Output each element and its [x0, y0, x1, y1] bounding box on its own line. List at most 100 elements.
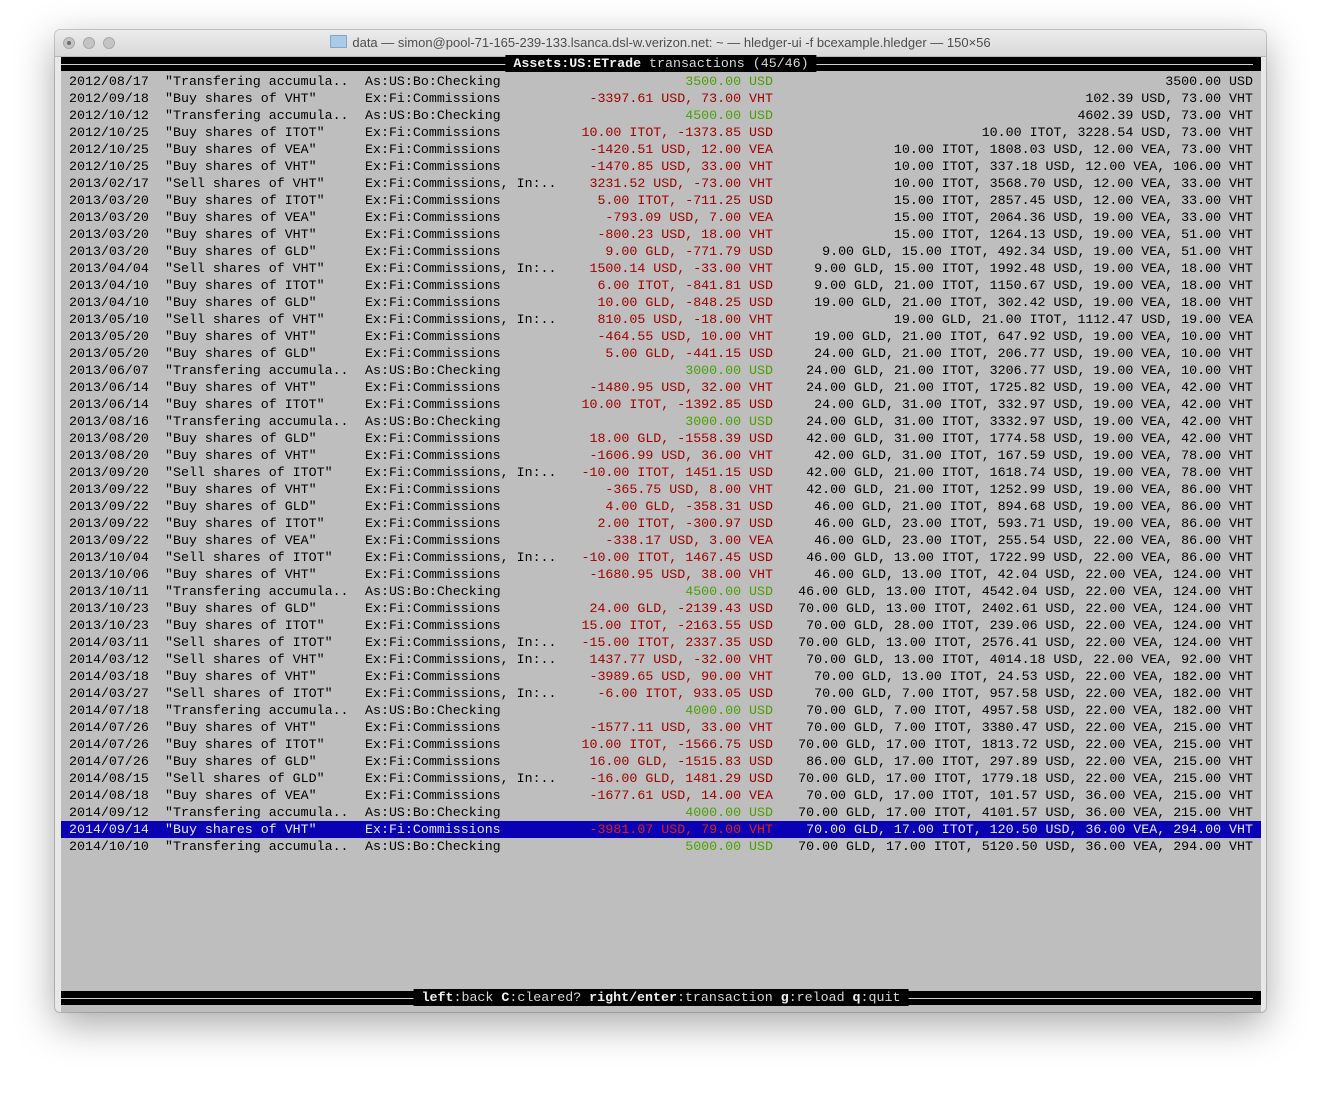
table-row[interactable]: 2013/09/22 "Buy shares of GLD" Ex:Fi:Commi…: [61, 498, 1261, 515]
table-row[interactable]: 2012/09/18 "Buy shares of VHT" Ex:Fi:Commi…: [61, 90, 1261, 107]
date-cell: 2013/09/20: [69, 465, 149, 480]
close-button[interactable]: [63, 37, 75, 49]
table-row[interactable]: 2014/03/18 "Buy shares of VHT" Ex:Fi:Commi…: [61, 668, 1261, 685]
table-row[interactable]: 2013/03/20 "Buy shares of VEA" Ex:Fi:Commi…: [61, 209, 1261, 226]
zoom-button[interactable]: [103, 37, 115, 49]
table-row[interactable]: 2013/10/11 "Transfering accumula.. As:US:B…: [61, 583, 1261, 600]
table-row[interactable]: 2013/09/22 "Buy shares of ITOT" Ex:Fi:Comm…: [61, 515, 1261, 532]
description-cell: "Buy shares of ITOT": [165, 516, 325, 531]
table-row[interactable]: 2013/08/20 "Buy shares of VHT" Ex:Fi:Commi…: [61, 447, 1261, 464]
table-row[interactable]: 2013/10/23 "Buy shares of GLD" Ex:Fi:Commi…: [61, 600, 1261, 617]
account-cell: Ex:Fi:Commissions: [365, 618, 501, 633]
account-cell: Ex:Fi:Commissions: [365, 346, 501, 361]
description-cell: "Buy shares of VHT": [165, 567, 317, 582]
account-cell: Ex:Fi:Commissions: [365, 210, 501, 225]
minimize-button[interactable]: [83, 37, 95, 49]
amount-cell: -15.00 ITOT, 2337.35 USD: [581, 635, 773, 650]
balance-cell: 24.00 GLD, 31.00 ITOT, 332.97 USD, 19.00…: [814, 397, 1253, 412]
date-cell: 2013/05/10: [69, 312, 149, 327]
folder-icon: [330, 35, 348, 48]
amount-cell: 4000.00 USD: [685, 805, 773, 820]
account-cell: As:US:Bo:Checking: [365, 703, 501, 718]
description-cell: "Buy shares of GLD": [165, 346, 317, 361]
balance-cell: 70.00 GLD, 17.00 ITOT, 1779.18 USD, 22.0…: [798, 771, 1253, 786]
account-cell: Ex:Fi:Commissions, In:..: [365, 635, 557, 650]
date-cell: 2013/03/20: [69, 244, 149, 259]
table-row[interactable]: 2013/10/06 "Buy shares of VHT" Ex:Fi:Commi…: [61, 566, 1261, 583]
table-row[interactable]: 2014/10/10 "Transfering accumula.. As:US:B…: [61, 838, 1261, 855]
amount-cell: -1420.51 USD, 12.00 VEA: [589, 142, 773, 157]
description-cell: "Transfering accumula..: [165, 584, 349, 599]
table-row[interactable]: 2014/07/18 "Transfering accumula.. As:US:B…: [61, 702, 1261, 719]
table-row[interactable]: 2012/10/25 "Buy shares of ITOT" Ex:Fi:Comm…: [61, 124, 1261, 141]
amount-cell: 3000.00 USD: [685, 414, 773, 429]
table-row[interactable]: 2013/04/10 "Buy shares of GLD" Ex:Fi:Commi…: [61, 294, 1261, 311]
account-cell: As:US:Bo:Checking: [365, 414, 501, 429]
account-cell: Ex:Fi:Commissions, In:..: [365, 550, 557, 565]
table-row[interactable]: 2013/03/20 "Buy shares of GLD" Ex:Fi:Commi…: [61, 243, 1261, 260]
date-cell: 2013/09/22: [69, 516, 149, 531]
table-row[interactable]: 2013/03/20 "Buy shares of VHT" Ex:Fi:Commi…: [61, 226, 1261, 243]
description-cell: "Sell shares of ITOT": [165, 550, 333, 565]
date-cell: 2013/04/10: [69, 278, 149, 293]
table-row[interactable]: 2012/10/25 "Buy shares of VEA" Ex:Fi:Commi…: [61, 141, 1261, 158]
account-cell: Ex:Fi:Commissions, In:..: [365, 771, 557, 786]
date-cell: 2013/03/20: [69, 193, 149, 208]
table-row[interactable]: 2013/02/17 "Sell shares of VHT" Ex:Fi:Comm…: [61, 175, 1261, 192]
terminal-window: data — simon@pool-71-165-239-133.lsanca.…: [55, 30, 1266, 1012]
description-cell: "Buy shares of ITOT": [165, 737, 325, 752]
table-row[interactable]: 2013/05/20 "Buy shares of VHT" Ex:Fi:Commi…: [61, 328, 1261, 345]
amount-cell: 3000.00 USD: [685, 363, 773, 378]
table-row[interactable]: 2013/03/20 "Buy shares of ITOT" Ex:Fi:Comm…: [61, 192, 1261, 209]
account-cell: As:US:Bo:Checking: [365, 363, 501, 378]
table-row[interactable]: 2013/04/10 "Buy shares of ITOT" Ex:Fi:Comm…: [61, 277, 1261, 294]
table-row[interactable]: 2014/07/26 "Buy shares of VHT" Ex:Fi:Commi…: [61, 719, 1261, 736]
table-row[interactable]: 2014/08/15 "Sell shares of GLD" Ex:Fi:Comm…: [61, 770, 1261, 787]
table-row[interactable]: 2013/04/04 "Sell shares of VHT" Ex:Fi:Comm…: [61, 260, 1261, 277]
table-row[interactable]: 2013/08/16 "Transfering accumula.. As:US:B…: [61, 413, 1261, 430]
table-row[interactable]: 2013/05/10 "Sell shares of VHT" Ex:Fi:Comm…: [61, 311, 1261, 328]
amount-cell: 4.00 GLD, -358.31 USD: [605, 499, 773, 514]
balance-cell: 86.00 GLD, 17.00 ITOT, 297.89 USD, 22.00…: [806, 754, 1253, 769]
table-row[interactable]: 2013/06/14 "Buy shares of ITOT" Ex:Fi:Comm…: [61, 396, 1261, 413]
table-row[interactable]: 2014/07/26 "Buy shares of GLD" Ex:Fi:Commi…: [61, 753, 1261, 770]
key-cleared: C: [501, 990, 510, 1005]
table-row[interactable]: 2012/10/12 "Transfering accumula.. As:US:B…: [61, 107, 1261, 124]
account-cell: Ex:Fi:Commissions: [365, 788, 501, 803]
table-row[interactable]: 2013/09/22 "Buy shares of VHT" Ex:Fi:Commi…: [61, 481, 1261, 498]
table-row[interactable]: 2013/05/20 "Buy shares of GLD" Ex:Fi:Commi…: [61, 345, 1261, 362]
table-row[interactable]: 2014/03/27 "Sell shares of ITOT" Ex:Fi:Com…: [61, 685, 1261, 702]
date-cell: 2014/03/12: [69, 652, 149, 667]
amount-cell: 10.00 GLD, -848.25 USD: [597, 295, 773, 310]
table-row[interactable]: 2014/03/12 "Sell shares of VHT" Ex:Fi:Comm…: [61, 651, 1261, 668]
date-cell: 2012/10/25: [69, 142, 149, 157]
account-cell: Ex:Fi:Commissions: [365, 601, 501, 616]
table-row[interactable]: 2013/10/04 "Sell shares of ITOT" Ex:Fi:Com…: [61, 549, 1261, 566]
table-row[interactable]: 2013/10/23 "Buy shares of ITOT" Ex:Fi:Comm…: [61, 617, 1261, 634]
table-row[interactable]: 2014/08/18 "Buy shares of VEA" Ex:Fi:Commi…: [61, 787, 1261, 804]
table-row[interactable]: 2014/09/12 "Transfering accumula.. As:US:B…: [61, 804, 1261, 821]
table-row[interactable]: 2014/07/26 "Buy shares of ITOT" Ex:Fi:Comm…: [61, 736, 1261, 753]
table-row[interactable]: 2012/08/17 "Transfering accumula.. As:US:B…: [61, 73, 1261, 90]
table-row-selected[interactable]: 2014/09/14 "Buy shares of VHT" Ex:Fi:Commi…: [61, 821, 1261, 838]
balance-cell: 4602.39 USD, 73.00 VHT: [1077, 108, 1253, 123]
key-help: left:back C:cleared? right/enter:transac…: [413, 989, 909, 1006]
amount-cell: 1437.77 USD, -32.00 VHT: [589, 652, 773, 667]
table-row[interactable]: 2013/06/14 "Buy shares of VHT" Ex:Fi:Commi…: [61, 379, 1261, 396]
terminal-content[interactable]: Assets:US:ETrade transactions (45/46) 20…: [61, 55, 1261, 1012]
account-cell: Ex:Fi:Commissions, In:..: [365, 176, 557, 191]
table-row[interactable]: 2013/06/07 "Transfering accumula.. As:US:B…: [61, 362, 1261, 379]
table-row[interactable]: 2012/10/25 "Buy shares of VHT" Ex:Fi:Commi…: [61, 158, 1261, 175]
transaction-list[interactable]: 2012/08/17 "Transfering accumula.. As:US:B…: [61, 73, 1261, 855]
table-row[interactable]: 2013/09/22 "Buy shares of VEA" Ex:Fi:Commi…: [61, 532, 1261, 549]
table-row[interactable]: 2013/09/20 "Sell shares of ITOT" Ex:Fi:Com…: [61, 464, 1261, 481]
description-cell: "Buy shares of VEA": [165, 533, 317, 548]
table-row[interactable]: 2013/08/20 "Buy shares of GLD" Ex:Fi:Commi…: [61, 430, 1261, 447]
table-row[interactable]: 2014/03/11 "Sell shares of ITOT" Ex:Fi:Com…: [61, 634, 1261, 651]
account-cell: Ex:Fi:Commissions: [365, 397, 501, 412]
description-cell: "Buy shares of GLD": [165, 754, 317, 769]
amount-cell: 15.00 ITOT, -2163.55 USD: [581, 618, 773, 633]
amount-cell: 5000.00 USD: [685, 839, 773, 854]
date-cell: 2014/03/11: [69, 635, 149, 650]
amount-cell: 810.05 USD, -18.00 VHT: [597, 312, 773, 327]
